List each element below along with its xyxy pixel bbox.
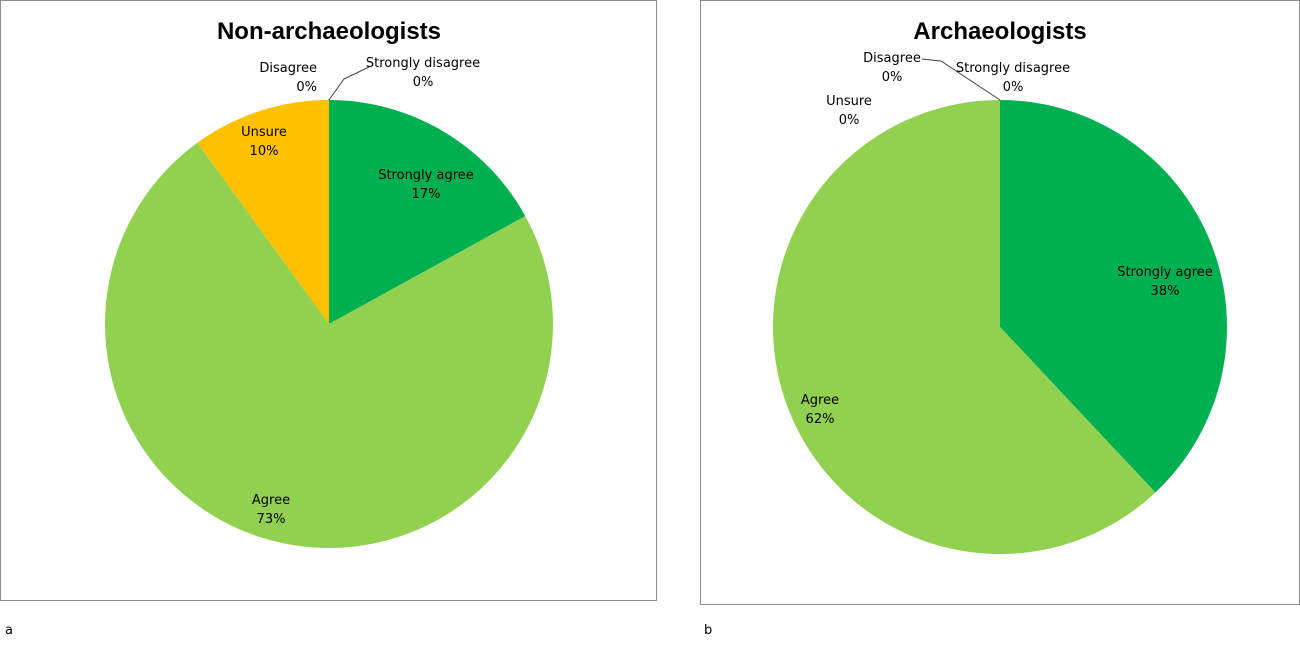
pie-chart-b: Archaeologists Strongly agree 38% Agree 62%…	[773, 18, 1228, 554]
data-label-disagree: Disagree 0%	[259, 61, 317, 95]
chart-title: Non-archaeologists	[217, 18, 441, 45]
pie-slices	[104, 100, 553, 549]
subfigure-label-a: a	[5, 623, 13, 638]
chart-title: Archaeologists	[913, 18, 1086, 45]
leader-line-disagree	[921, 58, 1001, 101]
slice-agree	[773, 100, 1156, 554]
slice-strongly-agree	[1000, 100, 1228, 493]
slice-unsure	[197, 100, 329, 324]
data-label-agree: Agree 73%	[252, 493, 290, 527]
data-label-strongly-agree: Strongly agree 38%	[1117, 265, 1213, 299]
slice-agree	[104, 142, 553, 549]
slice-labels: Strongly agree 17% Agree 73% Unsure 10% Disagr…	[241, 56, 480, 527]
pie-chart-a: Non-archaeologists Strongly agree 17% Agre…	[104, 18, 553, 549]
data-label-unsure: Unsure 10%	[241, 125, 287, 159]
slice-labels: Strongly agree 38% Agree 62% Unsure 0% Disagre…	[801, 51, 1213, 427]
data-label-agree: Agree 62%	[801, 393, 839, 427]
data-label-unsure: Unsure 0%	[826, 94, 872, 128]
data-label-strongly-agree: Strongly agree 17%	[378, 168, 474, 202]
leader-lines	[921, 58, 1001, 101]
chart-a: Non-archaeologists Strongly agree 17% Agre…	[0, 0, 657, 601]
slice-strongly-agree	[329, 100, 526, 324]
subfigure-label-b: b	[704, 623, 713, 638]
chart-b: Archaeologists Strongly agree 38% Agree 62%…	[700, 0, 1300, 605]
data-label-disagree: Disagree 0%	[863, 51, 921, 85]
pie-slices	[773, 100, 1228, 554]
leader-lines	[328, 66, 370, 101]
data-label-strongly-disagree: Strongly disagree 0%	[956, 61, 1070, 95]
leader-line-strongly-disagree	[328, 66, 370, 101]
data-label-strongly-disagree: Strongly disagree 0%	[366, 56, 480, 90]
